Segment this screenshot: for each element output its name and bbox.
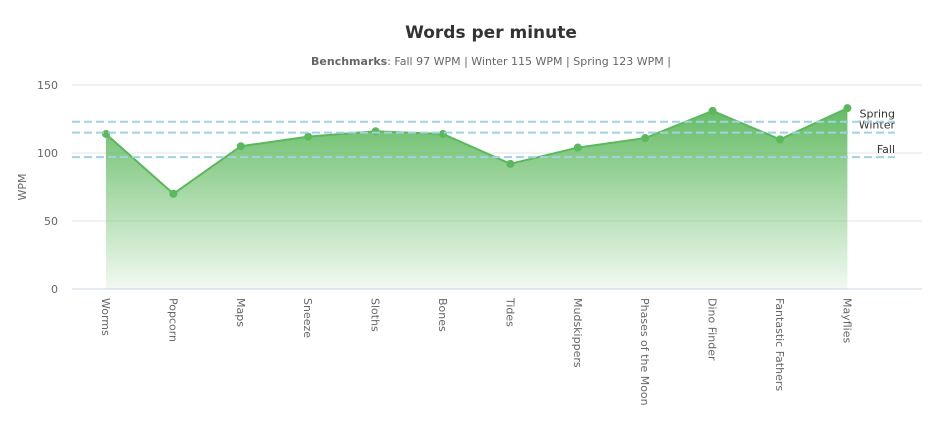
y-tick-label: 0: [51, 283, 58, 296]
x-tick-label: Maps: [234, 298, 247, 327]
data-point: [304, 132, 313, 141]
x-tick-label: Popcorn: [166, 298, 179, 342]
y-axis-label: WPM: [16, 173, 29, 200]
data-point: [506, 159, 515, 168]
data-point: [439, 129, 447, 138]
x-tick-label: Tides: [503, 297, 516, 327]
subtitle-text: : Fall 97 WPM | Winter 115 WPM | Spring …: [387, 55, 671, 68]
data-point: [641, 134, 650, 143]
data-point: [169, 189, 178, 198]
x-tick-label: Mayflies: [840, 298, 853, 343]
benchmark-label: Fall: [877, 143, 895, 156]
area-fill: [106, 108, 848, 290]
y-tick-label: 100: [37, 147, 58, 160]
benchmark-label: Spring: [860, 108, 896, 121]
x-tick-label: Phases of the Moon: [638, 298, 651, 406]
data-point: [573, 143, 582, 152]
data-point: [102, 129, 110, 138]
data-point: [371, 127, 380, 136]
chart-subtitle: Benchmarks: Fall 97 WPM | Winter 115 WPM…: [311, 55, 671, 68]
x-tick-label: Dino Finder: [706, 298, 719, 361]
x-tick-label: Sloths: [369, 298, 382, 332]
x-tick-label: Bones: [436, 298, 449, 332]
y-tick-label: 50: [44, 215, 58, 228]
area-line: [105, 107, 848, 196]
y-tick-label: 150: [37, 79, 58, 92]
subtitle-label: Benchmarks: [311, 55, 388, 68]
data-point: [776, 135, 784, 144]
x-tick-label: Worms: [99, 298, 112, 336]
data-point: [236, 142, 245, 151]
data-point: [843, 104, 852, 113]
data-point: [708, 106, 717, 115]
x-tick-label: Fantastic Fathers: [773, 298, 786, 391]
x-tick-label: Sneeze: [301, 298, 314, 338]
x-tick-label: Mudskippers: [571, 298, 584, 368]
chart-title: Words per minute: [405, 23, 577, 43]
